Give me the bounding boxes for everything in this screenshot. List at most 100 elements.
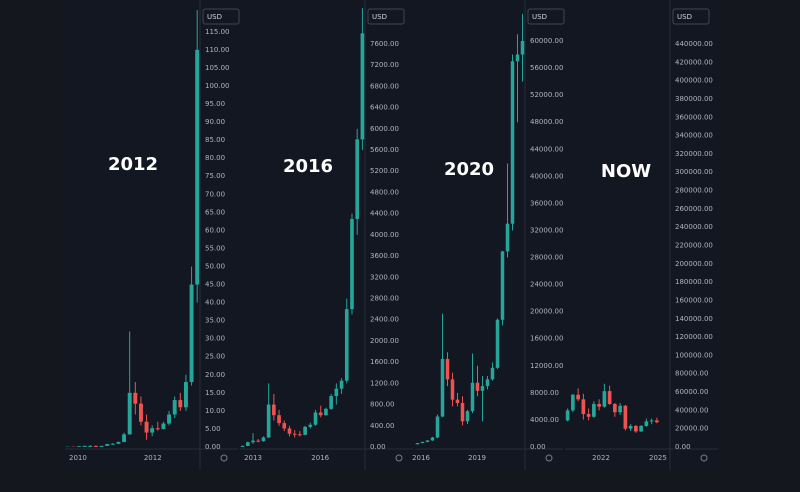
plot xyxy=(65,10,200,447)
plot xyxy=(415,13,525,445)
y-tick-label: 24000.00 xyxy=(530,281,563,289)
candle-body xyxy=(178,400,183,408)
y-tick-label: 4800.00 xyxy=(370,188,399,196)
y-tick-label: 80.00 xyxy=(205,154,225,162)
candle-body xyxy=(565,410,570,421)
candle-body xyxy=(105,444,110,446)
y-tick-label: 160000.00 xyxy=(675,296,713,304)
candle-body xyxy=(93,445,98,447)
x-tick-label: 2012 xyxy=(144,454,162,462)
y-tick-label: 32000.00 xyxy=(530,226,563,234)
candle-body xyxy=(576,394,580,400)
candle-body xyxy=(592,403,596,417)
candle-body xyxy=(613,403,617,413)
candle-body xyxy=(490,367,495,380)
y-tick-label: 0.00 xyxy=(205,443,221,451)
currency-label: USD xyxy=(207,13,222,21)
candle-body xyxy=(127,392,132,435)
candle-body xyxy=(298,434,302,436)
y-tick-label: 40.00 xyxy=(205,299,225,307)
y-tick-label: 75.00 xyxy=(205,172,225,180)
candle-body xyxy=(440,359,445,417)
y-tick-label: 280000.00 xyxy=(675,187,713,195)
candle-body xyxy=(623,405,628,429)
candle-body xyxy=(430,437,435,441)
candle-body xyxy=(628,425,633,429)
y-tick-label: 20000.00 xyxy=(530,308,563,316)
y-tick-label: 180000.00 xyxy=(675,278,713,286)
candle-body xyxy=(425,440,430,442)
candle-body xyxy=(161,423,166,429)
candle-body xyxy=(65,446,70,447)
y-tick-label: 90.00 xyxy=(205,118,225,126)
y-tick-label: 200000.00 xyxy=(675,260,713,268)
y-tick-label: 56000.00 xyxy=(530,64,563,72)
settings-icon xyxy=(545,454,553,462)
candle-body xyxy=(495,319,500,368)
y-tick-label: 60000.00 xyxy=(530,37,563,45)
currency-box xyxy=(202,8,240,25)
candle-body xyxy=(515,54,520,62)
y-tick-label: 2800.00 xyxy=(370,295,399,303)
y-tick-label: 85.00 xyxy=(205,136,225,144)
candle-body xyxy=(172,400,177,415)
candle-body xyxy=(287,428,292,434)
y-tick-label: 48000.00 xyxy=(530,118,563,126)
y-tick-label: 5200.00 xyxy=(370,167,399,175)
y-tick-label: 0.00 xyxy=(675,443,691,451)
x-tick-label: 2019 xyxy=(468,454,486,462)
chart-title: NOW xyxy=(601,161,651,182)
candle-body xyxy=(470,382,475,412)
candle-body xyxy=(88,445,93,447)
candle-body xyxy=(189,284,194,383)
y-tick-label: 65.00 xyxy=(205,208,225,216)
candle-body xyxy=(634,425,638,432)
candle-body xyxy=(649,420,654,422)
y-tick-label: 380000.00 xyxy=(675,95,713,103)
panel xyxy=(65,0,238,470)
y-tick-label: 260000.00 xyxy=(675,205,713,213)
currency-label: USD xyxy=(677,13,692,21)
candle-body xyxy=(602,391,607,407)
candle-body xyxy=(475,382,480,391)
candle-body xyxy=(272,404,276,416)
y-tick-label: 60.00 xyxy=(205,226,225,234)
y-tick-label: 35.00 xyxy=(205,317,225,325)
candle-body xyxy=(133,392,138,404)
y-tick-label: 6000.00 xyxy=(370,125,399,133)
x-tick-label: 2016 xyxy=(311,454,329,462)
candle-body xyxy=(122,434,127,442)
y-tick-label: 7600.00 xyxy=(370,40,399,48)
candle-body xyxy=(110,443,115,445)
candle-body xyxy=(155,428,160,430)
candle-body xyxy=(329,396,333,409)
y-tick-label: 20000.00 xyxy=(675,425,708,433)
y-tick-label: 40000.00 xyxy=(530,172,563,180)
currency-label: USD xyxy=(372,13,387,21)
y-tick-label: 44000.00 xyxy=(530,145,563,153)
chart-title: 2016 xyxy=(283,156,333,177)
candle-body xyxy=(445,359,450,380)
x-tick-label: 2025 xyxy=(649,454,667,462)
y-tick-label: 45.00 xyxy=(205,281,225,289)
candle-body xyxy=(99,445,104,447)
candle-body xyxy=(167,414,172,424)
candle-body xyxy=(261,437,266,442)
y-tick-label: 55.00 xyxy=(205,244,225,252)
y-tick-label: 440000.00 xyxy=(675,40,713,48)
candle-body xyxy=(350,218,354,310)
plot xyxy=(565,383,659,433)
candle-body xyxy=(339,380,344,389)
candle-body xyxy=(82,445,87,447)
y-tick-label: 7200.00 xyxy=(370,61,399,69)
candle-body xyxy=(245,442,250,446)
candle-body xyxy=(324,408,328,416)
candle-body xyxy=(308,424,313,427)
candle-body xyxy=(618,405,622,413)
currency-label: USD xyxy=(532,13,547,21)
y-tick-label: 105.00 xyxy=(205,64,230,72)
candle-body xyxy=(581,399,586,415)
y-tick-label: 120000.00 xyxy=(675,333,713,341)
candle-body xyxy=(251,440,255,443)
y-tick-label: 95.00 xyxy=(205,100,225,108)
